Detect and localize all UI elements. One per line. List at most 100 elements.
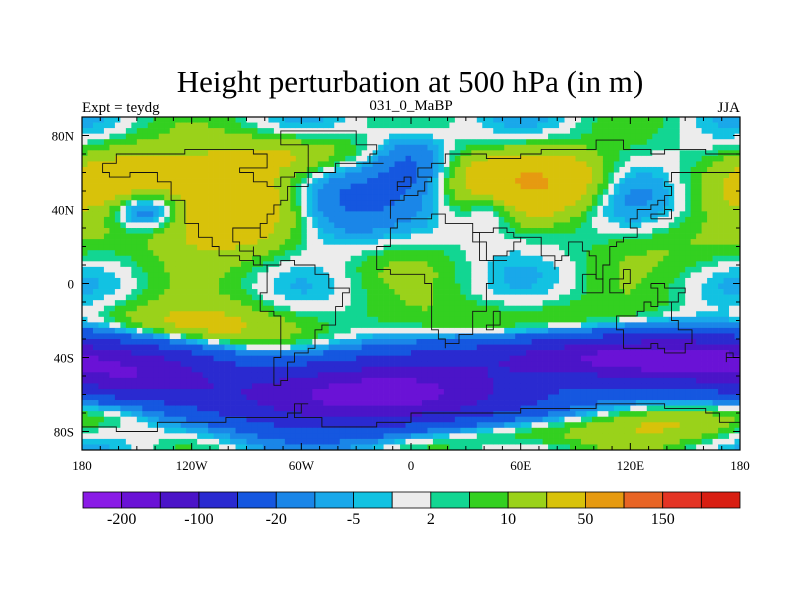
contour-cell bbox=[443, 344, 450, 351]
contour-cell bbox=[471, 294, 478, 301]
contour-cell bbox=[372, 122, 379, 129]
contour-cell bbox=[345, 305, 352, 312]
contour-cell bbox=[114, 294, 121, 301]
contour-cell bbox=[526, 200, 532, 207]
contour-cell bbox=[82, 316, 88, 323]
contour-cell bbox=[356, 266, 362, 273]
contour-cell bbox=[515, 327, 522, 334]
contour-cell bbox=[142, 327, 149, 334]
contour-cell bbox=[279, 339, 286, 345]
contour-cell bbox=[350, 255, 357, 262]
contour-cell bbox=[235, 316, 242, 323]
contour-cell bbox=[284, 166, 291, 173]
contour-cell bbox=[460, 427, 467, 434]
contour-cell bbox=[383, 383, 390, 390]
contour-cell bbox=[284, 205, 291, 212]
contour-cell bbox=[82, 277, 88, 284]
contour-cell bbox=[405, 172, 412, 179]
contour-cell bbox=[191, 272, 198, 279]
contour-cell bbox=[208, 339, 214, 345]
contour-cell bbox=[471, 144, 478, 151]
contour-cell bbox=[142, 372, 149, 379]
contour-cell bbox=[482, 233, 489, 240]
contour-cell bbox=[438, 266, 445, 273]
contour-cell bbox=[103, 200, 110, 207]
contour-cell bbox=[251, 344, 258, 351]
contour-cell bbox=[219, 377, 225, 384]
contour-cell bbox=[498, 283, 505, 290]
contour-cell bbox=[493, 433, 500, 440]
contour-cell bbox=[345, 233, 352, 240]
contour-cell bbox=[224, 255, 231, 262]
contour-cell bbox=[213, 272, 220, 279]
contour-cell bbox=[142, 200, 149, 207]
contour-cell bbox=[164, 366, 171, 373]
contour-cell bbox=[87, 250, 94, 257]
contour-cell bbox=[290, 283, 297, 290]
contour-cell bbox=[290, 194, 297, 201]
contour-cell bbox=[427, 211, 434, 218]
contour-cell bbox=[427, 300, 434, 307]
contour-cell bbox=[350, 394, 357, 401]
contour-cell bbox=[87, 155, 94, 162]
contour-cell bbox=[411, 283, 417, 290]
contour-cell bbox=[158, 333, 165, 340]
contour-cell bbox=[323, 222, 330, 229]
contour-cell bbox=[235, 272, 242, 279]
contour-cell bbox=[432, 305, 439, 312]
contour-cell bbox=[284, 239, 291, 245]
contour-cell bbox=[427, 366, 434, 373]
contour-cell bbox=[251, 228, 258, 234]
contour-cell bbox=[383, 200, 390, 207]
contour-cell bbox=[290, 161, 297, 168]
contour-cell bbox=[191, 250, 198, 257]
contour-cell bbox=[241, 200, 247, 207]
contour-cell bbox=[273, 433, 280, 440]
contour-cell bbox=[142, 333, 149, 340]
contour-cell bbox=[438, 255, 445, 262]
contour-cell bbox=[411, 388, 417, 395]
contour-cell bbox=[416, 350, 423, 356]
contour-cell bbox=[120, 294, 127, 301]
contour-cell bbox=[427, 444, 434, 450]
contour-cell bbox=[350, 183, 357, 190]
contour-cell bbox=[405, 117, 412, 123]
contour-cell bbox=[476, 333, 483, 340]
contour-cell bbox=[378, 205, 384, 212]
contour-cell bbox=[421, 355, 428, 362]
contour-cell bbox=[197, 422, 203, 429]
contour-cell bbox=[82, 155, 88, 162]
contour-cell bbox=[345, 294, 352, 301]
contour-cell bbox=[454, 339, 461, 345]
contour-cell bbox=[103, 361, 110, 368]
contour-cell bbox=[230, 250, 236, 257]
contour-cell bbox=[235, 117, 242, 123]
contour-cell bbox=[416, 172, 423, 179]
contour-cell bbox=[465, 438, 472, 445]
contour-cell bbox=[120, 183, 127, 190]
contour-cell bbox=[405, 205, 412, 212]
contour-cell bbox=[427, 272, 434, 279]
contour-cell bbox=[169, 400, 176, 406]
contour-cell bbox=[186, 128, 193, 134]
contour-cell bbox=[82, 361, 88, 368]
contour-cell bbox=[131, 311, 138, 318]
contour-cell bbox=[405, 294, 412, 301]
contour-cell bbox=[251, 405, 258, 412]
contour-cell bbox=[367, 200, 373, 207]
contour-cell bbox=[136, 339, 143, 345]
contour-cell bbox=[531, 372, 538, 379]
contour-cell bbox=[262, 405, 269, 412]
contour-cell bbox=[383, 327, 390, 334]
contour-cell bbox=[372, 211, 379, 218]
contour-cell bbox=[328, 300, 335, 307]
contour-cell bbox=[323, 139, 330, 146]
contour-cell bbox=[169, 316, 176, 323]
contour-cell bbox=[142, 283, 149, 290]
contour-cell bbox=[208, 333, 214, 340]
contour-cell bbox=[306, 189, 313, 196]
contour-cell bbox=[312, 366, 319, 373]
contour-cell bbox=[197, 300, 203, 307]
contour-cell bbox=[295, 316, 302, 323]
contour-cell bbox=[460, 383, 467, 390]
